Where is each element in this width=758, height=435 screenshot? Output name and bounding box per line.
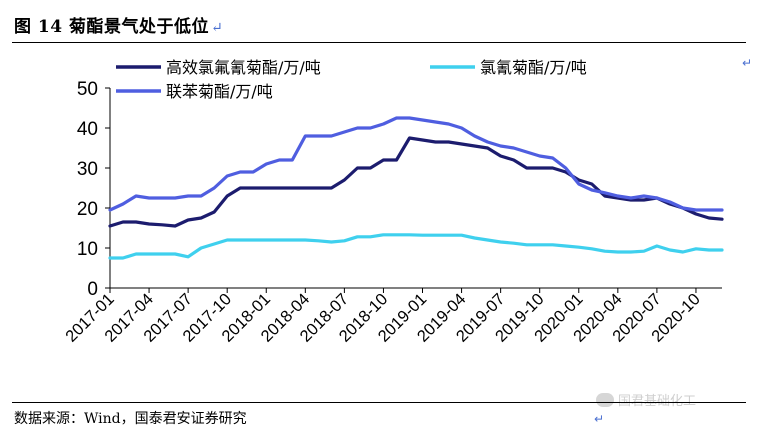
series-line — [108, 136, 724, 228]
return-mark-icon: ↵ — [594, 412, 605, 426]
return-mark-icon: ↵ — [211, 20, 224, 36]
y-tick-label: 50 — [77, 79, 98, 100]
source-note: 数据来源：Wind，国泰君安证券研究 — [14, 411, 247, 427]
top-rule — [12, 42, 746, 43]
legend-label: 联苯菊酯/万/吨 — [166, 82, 273, 101]
series-line — [108, 116, 724, 212]
watermark-text: 国君基础化工 — [618, 394, 697, 409]
return-mark-icon: ↵ — [741, 56, 752, 70]
wechat-icon — [596, 392, 614, 407]
line-chart: 010203040502017-012017-042017-072017-102… — [62, 58, 724, 346]
y-tick-label: 40 — [77, 119, 98, 140]
watermark: 国君基础化工 — [596, 390, 696, 409]
figure-title-text: 图 14 菊酯景气处于低位 — [14, 17, 209, 37]
legend-label: 氯氰菊酯/万/吨 — [480, 58, 587, 77]
bottom-rule — [12, 402, 746, 403]
y-tick-label: 30 — [77, 159, 98, 180]
series-line — [108, 233, 724, 260]
legend-label: 高效氯氟氰菊酯/万/吨 — [166, 58, 321, 77]
figure-title: 图 14 菊酯景气处于低位 ↵ — [14, 12, 223, 37]
y-tick-label: 0 — [87, 279, 98, 300]
y-tick-label: 10 — [77, 239, 98, 260]
y-tick-label: 20 — [77, 199, 98, 220]
